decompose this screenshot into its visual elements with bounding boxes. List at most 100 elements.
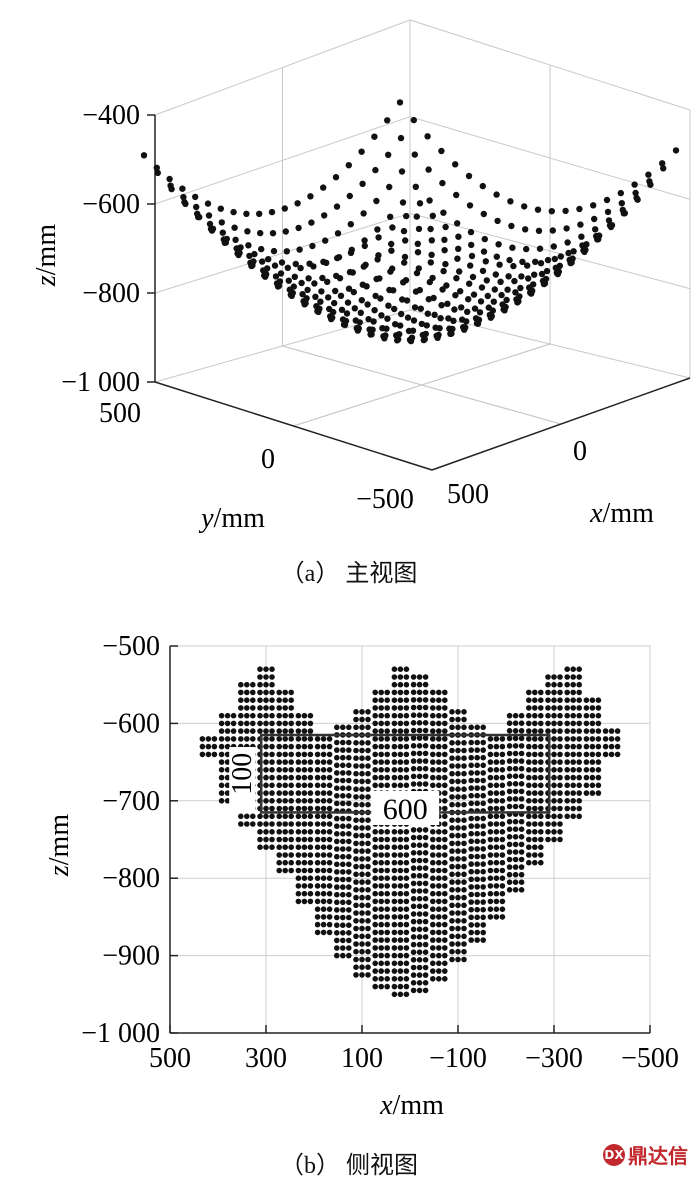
b-data-point (487, 844, 494, 850)
b-data-point (449, 763, 455, 769)
b-data-point (576, 751, 582, 758)
b-data-point (608, 751, 615, 758)
b-data-point (410, 972, 417, 978)
b-data-point (359, 894, 365, 901)
b-data-point (430, 767, 436, 773)
b-data-point (430, 968, 436, 974)
b-data-point (474, 792, 481, 799)
b-data-point (430, 867, 436, 874)
a-data-point (479, 182, 486, 190)
b-data-point (314, 774, 321, 781)
a-data-point (140, 152, 148, 159)
a-data-point (382, 332, 389, 339)
a-data-point (251, 250, 258, 258)
b-data-point (442, 836, 448, 843)
b-data-point (359, 716, 365, 723)
a-data-point (404, 314, 412, 321)
b-data-point (532, 720, 538, 727)
a-data-point (345, 285, 353, 292)
a-data-point (562, 207, 569, 215)
a-data-point (551, 255, 558, 263)
a-data-point (292, 260, 299, 268)
b-data-point (334, 891, 340, 898)
b-data-point (263, 697, 269, 703)
b-data-point (416, 888, 423, 894)
b-data-point (442, 937, 448, 943)
b-data-point (422, 872, 429, 879)
b-data-point (257, 705, 263, 711)
a-data-point (557, 253, 564, 260)
b-data-point (518, 743, 525, 749)
b-data-point (493, 859, 500, 866)
b-data-point (499, 836, 506, 843)
b-data-point (340, 899, 346, 906)
b-data-point (218, 759, 225, 765)
b-data-point (353, 948, 359, 955)
b-data-point (320, 844, 327, 850)
b-data-point (334, 884, 340, 890)
b-data-point (359, 825, 365, 831)
b-data-point (449, 887, 455, 893)
b-data-point (397, 921, 404, 928)
b-data-point (532, 736, 538, 742)
a-data-point (476, 309, 484, 316)
b-data-point (538, 782, 544, 789)
b-data-point (455, 724, 461, 731)
a-data-point (438, 147, 445, 155)
b-data-point (257, 697, 263, 703)
b-data-point (397, 968, 404, 974)
b-data-point (461, 709, 467, 715)
b-data-point (455, 863, 461, 870)
a-data-point (414, 249, 422, 256)
b-data-point (583, 728, 590, 734)
b-data-point (487, 852, 494, 858)
a-data-point (555, 268, 562, 275)
b-data-point (391, 890, 398, 897)
a-data-point (498, 291, 505, 299)
b-data-point (526, 689, 532, 696)
b-data-point (614, 751, 621, 758)
b-data-point (436, 774, 442, 781)
b-data-point (455, 848, 461, 854)
b-data-point (493, 743, 500, 750)
b-data-point (570, 759, 576, 765)
b-data-point (538, 712, 544, 719)
b-data-point (449, 747, 455, 754)
a-data-point (596, 232, 603, 239)
b-data-point (320, 929, 327, 936)
b-data-point (422, 895, 429, 902)
b-data-point (403, 898, 410, 905)
b-data-point (359, 794, 365, 800)
b-data-point (372, 774, 379, 781)
b-data-point (269, 751, 275, 758)
b-data-point (557, 720, 563, 727)
b-data-point (589, 705, 596, 711)
b-data-point (436, 960, 442, 967)
b-data-point (461, 887, 467, 893)
b-data-point (365, 747, 371, 754)
a-data-point (477, 298, 485, 305)
b-data-point (455, 933, 461, 940)
b-data-point (346, 770, 352, 776)
b-data-point (276, 689, 283, 696)
a-data-point (418, 320, 425, 328)
b-data-point (468, 868, 475, 875)
b-data-point (326, 914, 333, 920)
b-data-point (340, 869, 346, 875)
b-data-point (334, 930, 340, 936)
b-data-point (461, 933, 467, 940)
b-data-point (499, 829, 506, 835)
b-data-point (320, 782, 327, 789)
b-data-point (416, 697, 423, 703)
b-data-point (205, 751, 212, 758)
b-data-point (595, 767, 602, 773)
b-data-point (595, 759, 602, 765)
b-data-point (493, 736, 500, 742)
b-data-point (397, 844, 404, 850)
b-data-point (538, 689, 544, 696)
b-data-point (430, 720, 436, 727)
b-data-point (480, 747, 487, 753)
b-data-point (372, 960, 379, 967)
b-data-point (276, 728, 283, 734)
b-data-point (614, 736, 621, 742)
